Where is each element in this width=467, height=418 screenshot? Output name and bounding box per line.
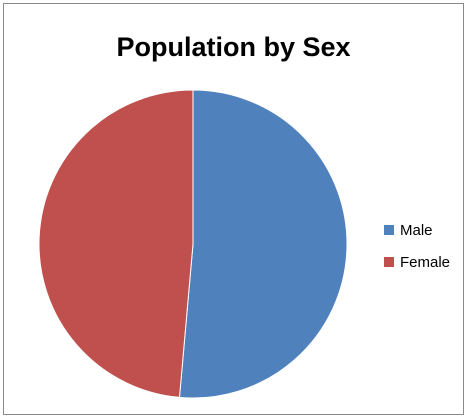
legend-label-female: Female bbox=[400, 253, 451, 271]
legend-label-male: Male bbox=[400, 221, 433, 239]
chart-frame: Population by Sex Male Female bbox=[3, 3, 464, 415]
legend-item-female: Female bbox=[384, 252, 450, 272]
legend-item-male: Male bbox=[384, 220, 450, 240]
legend: Male Female bbox=[384, 220, 450, 284]
legend-swatch-male bbox=[384, 225, 394, 235]
legend-swatch-female bbox=[384, 257, 394, 267]
chart-title: Population by Sex bbox=[116, 32, 351, 62]
pie-slice-male bbox=[178, 89, 348, 399]
pie-chart bbox=[38, 89, 348, 399]
pie-slice-female bbox=[38, 89, 194, 398]
